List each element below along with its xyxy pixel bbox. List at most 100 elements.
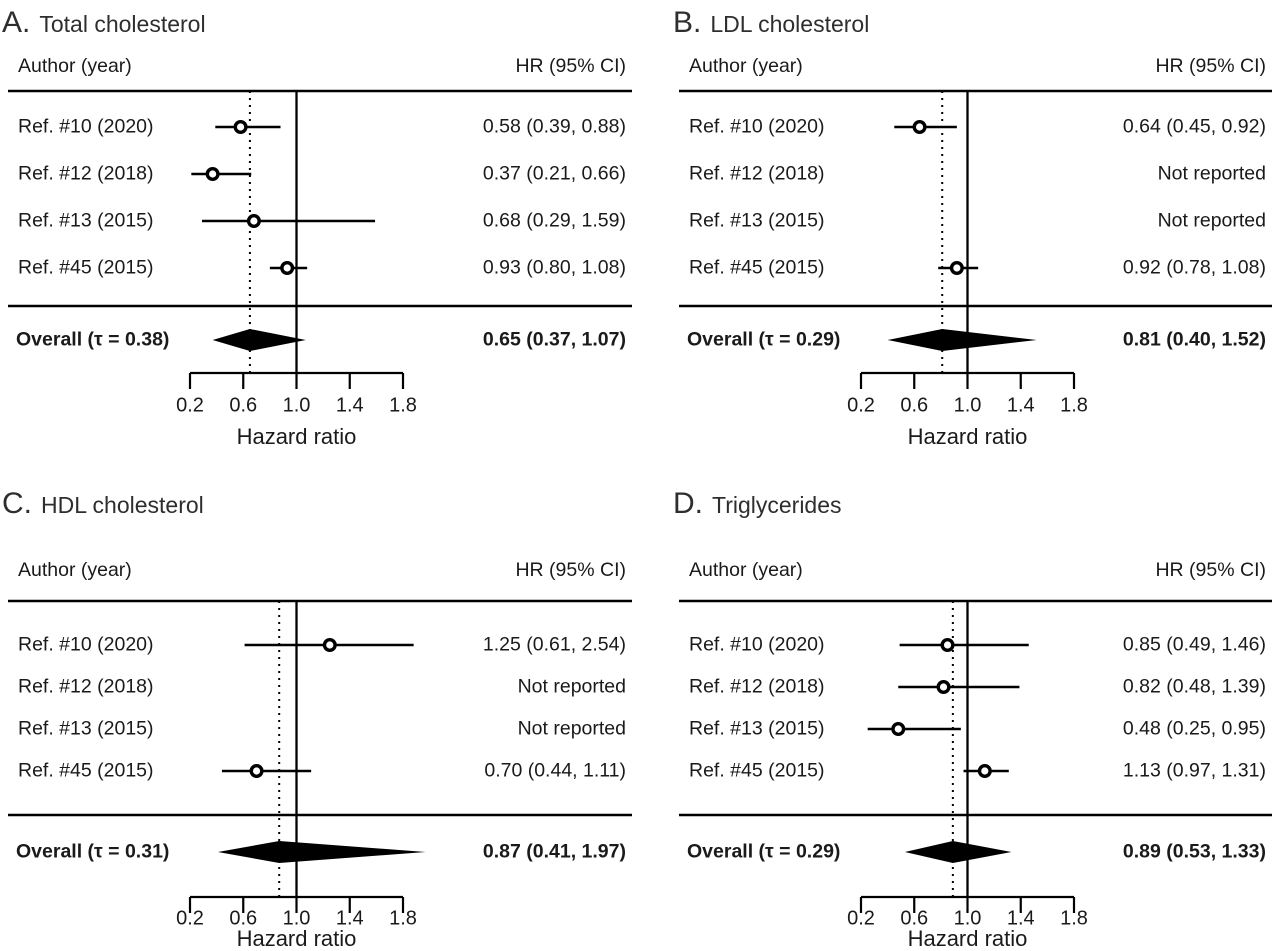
point-estimate-marker [936, 679, 951, 694]
panel-triglycerides: 0.2 0.6 1.0 1.4 1.8 D. Triglycerides Author … [640, 481, 1280, 951]
study-label: Ref. #12 (2018) [689, 675, 825, 698]
study-label: Ref. #13 (2015) [689, 209, 825, 232]
column-header-author: Author (year) [18, 55, 132, 77]
forest-plot-graphics: 0.2 0.6 1.0 1.4 1.8 [8, 89, 632, 416]
column-header-hr: HR (95% CI) [1155, 55, 1266, 77]
x-tick-label: 1.4 [1007, 907, 1035, 929]
column-header-hr: HR (95% CI) [1155, 559, 1266, 581]
panel-title-text: HDL cholesterol [41, 492, 204, 518]
x-tick-label: 1.4 [336, 394, 364, 416]
point-estimate-marker [322, 637, 337, 652]
point-estimate-marker [949, 261, 964, 276]
x-tick-label: 1.8 [389, 907, 417, 929]
study-hr-value: 0.48 (0.25, 0.95) [1122, 717, 1266, 740]
column-header-author: Author (year) [18, 559, 132, 581]
x-tick-label: 1.4 [336, 907, 364, 929]
study-hr-value: 1.25 (0.61, 2.54) [482, 633, 626, 656]
panel-letter: C. [2, 487, 32, 520]
point-estimate-marker [912, 119, 927, 134]
study-hr-value: 0.68 (0.29, 1.59) [482, 209, 626, 232]
point-estimate-marker [233, 119, 248, 134]
study-hr-value: 0.92 (0.78, 1.08) [1122, 256, 1266, 279]
study-hr-value: 0.85 (0.49, 1.46) [1122, 633, 1266, 656]
overall-label: Overall (τ = 0.31) [16, 840, 170, 863]
study-label: Ref. #12 (2018) [18, 162, 154, 185]
forest-plot-graphics: 0.2 0.6 1.0 1.4 1.8 [8, 599, 632, 929]
panel-letter: A. [2, 6, 31, 39]
x-tick-label: 1.0 [954, 394, 982, 416]
panel-hdl-cholesterol: 0.2 0.6 1.0 1.4 1.8 C. HDL cholesterol Autho… [0, 481, 640, 951]
panel-title: A. Total cholesterol [2, 6, 206, 39]
study-hr-value: Not reported [517, 717, 626, 740]
point-estimate-marker [246, 213, 261, 228]
panel-letter: B. [673, 6, 702, 39]
x-axis-title: Hazard ratio [236, 423, 357, 449]
study-hr-value: 0.82 (0.48, 1.39) [1122, 675, 1266, 698]
study-hr-value: 0.70 (0.44, 1.11) [484, 759, 626, 782]
point-estimate-marker [249, 764, 264, 779]
panel-title-text: Triglycerides [712, 492, 842, 518]
panel-title-text: Total cholesterol [39, 11, 206, 37]
x-axis-title: Hazard ratio [907, 925, 1028, 951]
panel-letter: D. [673, 487, 703, 520]
overall-hr-value: 0.65 (0.37, 1.07) [482, 328, 626, 351]
study-label: Ref. #13 (2015) [18, 209, 154, 232]
x-tick-label: 1.8 [1060, 394, 1088, 416]
study-label: Ref. #10 (2020) [18, 633, 154, 656]
study-hr-value: Not reported [1157, 162, 1266, 185]
study-label: Ref. #10 (2020) [689, 115, 825, 138]
column-header-hr: HR (95% CI) [515, 55, 626, 77]
overall-diamond [217, 841, 426, 863]
study-hr-value: 0.58 (0.39, 0.88) [482, 115, 626, 138]
x-tick-label: 1.4 [1007, 394, 1035, 416]
column-header-author: Author (year) [689, 559, 803, 581]
study-hr-value: 0.37 (0.21, 0.66) [482, 162, 626, 185]
overall-label: Overall (τ = 0.29) [687, 840, 841, 863]
study-label: Ref. #45 (2015) [689, 256, 825, 279]
study-label: Ref. #10 (2020) [18, 115, 154, 138]
overall-label: Overall (τ = 0.29) [687, 328, 841, 351]
x-tick-label: 0.2 [176, 394, 204, 416]
overall-diamond [212, 329, 306, 351]
panel-title-text: LDL cholesterol [710, 11, 870, 37]
x-tick-label: 1.8 [389, 394, 417, 416]
point-estimate-marker [977, 764, 992, 779]
study-label: Ref. #13 (2015) [18, 717, 154, 740]
study-hr-value: Not reported [1157, 209, 1266, 232]
overall-hr-value: 0.89 (0.53, 1.33) [1122, 840, 1266, 863]
x-axis-title: Hazard ratio [236, 925, 357, 951]
panel-ldl-cholesterol: 0.2 0.6 1.0 1.4 1.8 B. LDL cholesterol Autho… [640, 0, 1280, 481]
overall-hr-value: 0.81 (0.40, 1.52) [1122, 328, 1266, 351]
x-tick-label: 0.6 [229, 907, 257, 929]
x-tick-label: 1.0 [283, 394, 311, 416]
x-tick-label: 1.0 [954, 907, 982, 929]
x-tick-label: 0.2 [847, 907, 875, 929]
panel-title: C. HDL cholesterol [2, 487, 204, 520]
point-estimate-marker [280, 261, 295, 276]
study-hr-value: 0.93 (0.80, 1.08) [482, 256, 626, 279]
study-label: Ref. #45 (2015) [18, 256, 154, 279]
study-label: Ref. #10 (2020) [689, 633, 825, 656]
point-estimate-marker [940, 637, 955, 652]
x-tick-label: 0.2 [847, 394, 875, 416]
study-label: Ref. #12 (2018) [18, 675, 154, 698]
x-tick-label: 0.6 [229, 394, 257, 416]
point-estimate-marker [205, 166, 220, 181]
overall-diamond [887, 329, 1037, 351]
x-tick-label: 0.6 [900, 907, 928, 929]
point-estimate-marker [891, 721, 906, 736]
panel-total-cholesterol: 0.2 0.6 1.0 1.4 1.8 A. Total cholesterol Aut… [0, 0, 640, 481]
x-tick-label: 0.2 [176, 907, 204, 929]
overall-hr-value: 0.87 (0.41, 1.97) [482, 840, 626, 863]
x-tick-label: 0.6 [900, 394, 928, 416]
x-tick-label: 1.0 [283, 907, 311, 929]
overall-label: Overall (τ = 0.38) [16, 328, 170, 351]
column-header-author: Author (year) [689, 55, 803, 77]
study-label: Ref. #45 (2015) [18, 759, 154, 782]
column-header-hr: HR (95% CI) [515, 559, 626, 581]
overall-diamond [904, 841, 1012, 863]
panel-title: B. LDL cholesterol [673, 6, 869, 39]
study-hr-value: 0.64 (0.45, 0.92) [1122, 115, 1266, 138]
x-axis-title: Hazard ratio [907, 423, 1028, 449]
